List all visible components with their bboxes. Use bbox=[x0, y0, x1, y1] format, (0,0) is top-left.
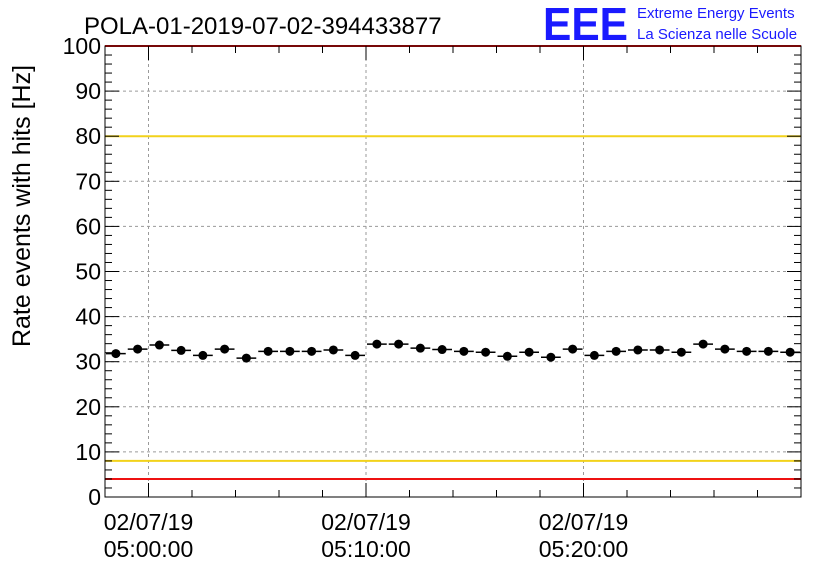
x-tick-label-date: 02/07/19 bbox=[321, 509, 411, 535]
y-tick-label: 50 bbox=[75, 259, 101, 285]
logo-mark: EEE bbox=[543, 0, 628, 50]
data-point bbox=[524, 347, 534, 357]
data-point bbox=[676, 347, 686, 357]
x-tick-label-time: 05:10:00 bbox=[321, 536, 411, 562]
data-point bbox=[763, 346, 773, 356]
data-point bbox=[133, 344, 143, 354]
y-tick-label: 80 bbox=[75, 123, 101, 149]
data-point bbox=[176, 345, 186, 355]
data-point bbox=[111, 349, 121, 359]
data-point bbox=[220, 344, 230, 354]
data-point bbox=[437, 345, 447, 355]
data-point bbox=[611, 346, 621, 356]
y-ticks: 0 10 20 30 40 50 60 70 80 90 100 bbox=[63, 33, 801, 510]
data-point bbox=[459, 346, 469, 356]
y-tick-label: 10 bbox=[75, 439, 101, 465]
data-point bbox=[698, 339, 708, 349]
y-tick-label: 60 bbox=[75, 213, 101, 239]
data-point bbox=[589, 350, 599, 360]
x-tick-label-date: 02/07/19 bbox=[104, 509, 194, 535]
data-point bbox=[720, 344, 730, 354]
y-tick-label: 90 bbox=[75, 78, 101, 104]
data-point bbox=[241, 353, 251, 363]
y-tick-label: 70 bbox=[75, 168, 101, 194]
data-point bbox=[328, 345, 338, 355]
x-tick-label-time: 05:20:00 bbox=[539, 536, 629, 562]
data-point bbox=[350, 350, 360, 360]
data-point bbox=[546, 352, 556, 362]
x-tick-label-date: 02/07/19 bbox=[539, 509, 629, 535]
data-point bbox=[154, 340, 164, 350]
y-tick-label: 100 bbox=[63, 33, 101, 59]
data-point bbox=[742, 346, 752, 356]
y-tick-label: 30 bbox=[75, 349, 101, 375]
data-point bbox=[502, 351, 512, 361]
data-point bbox=[285, 346, 295, 356]
chart-title: POLA-01-2019-07-02-394433877 bbox=[84, 13, 442, 40]
data-point bbox=[263, 346, 273, 356]
data-point bbox=[198, 350, 208, 360]
logo-line1: Extreme Energy Events bbox=[637, 5, 795, 22]
data-point bbox=[394, 339, 404, 349]
logo-line2: La Scienza nelle Scuole bbox=[637, 26, 797, 43]
data-point bbox=[655, 345, 665, 355]
y-tick-label: 40 bbox=[75, 304, 101, 330]
data-point bbox=[372, 339, 382, 349]
data-point bbox=[568, 344, 578, 354]
y-tick-label: 20 bbox=[75, 394, 101, 420]
data-point bbox=[307, 346, 317, 356]
eee-logo: EEE Extreme Energy Events La Scienza nel… bbox=[543, 0, 797, 50]
data-points bbox=[106, 339, 800, 363]
x-tick-label-time: 05:00:00 bbox=[104, 536, 194, 562]
data-point bbox=[415, 343, 425, 353]
y-axis-label: Rate events with hits [Hz] bbox=[8, 65, 36, 347]
data-point bbox=[785, 347, 795, 357]
y-tick-label: 0 bbox=[88, 484, 101, 510]
x-ticks: 02/07/1905:00:0002/07/1905:10:0002/07/19… bbox=[104, 46, 802, 562]
data-point bbox=[481, 347, 491, 357]
data-point bbox=[633, 345, 643, 355]
